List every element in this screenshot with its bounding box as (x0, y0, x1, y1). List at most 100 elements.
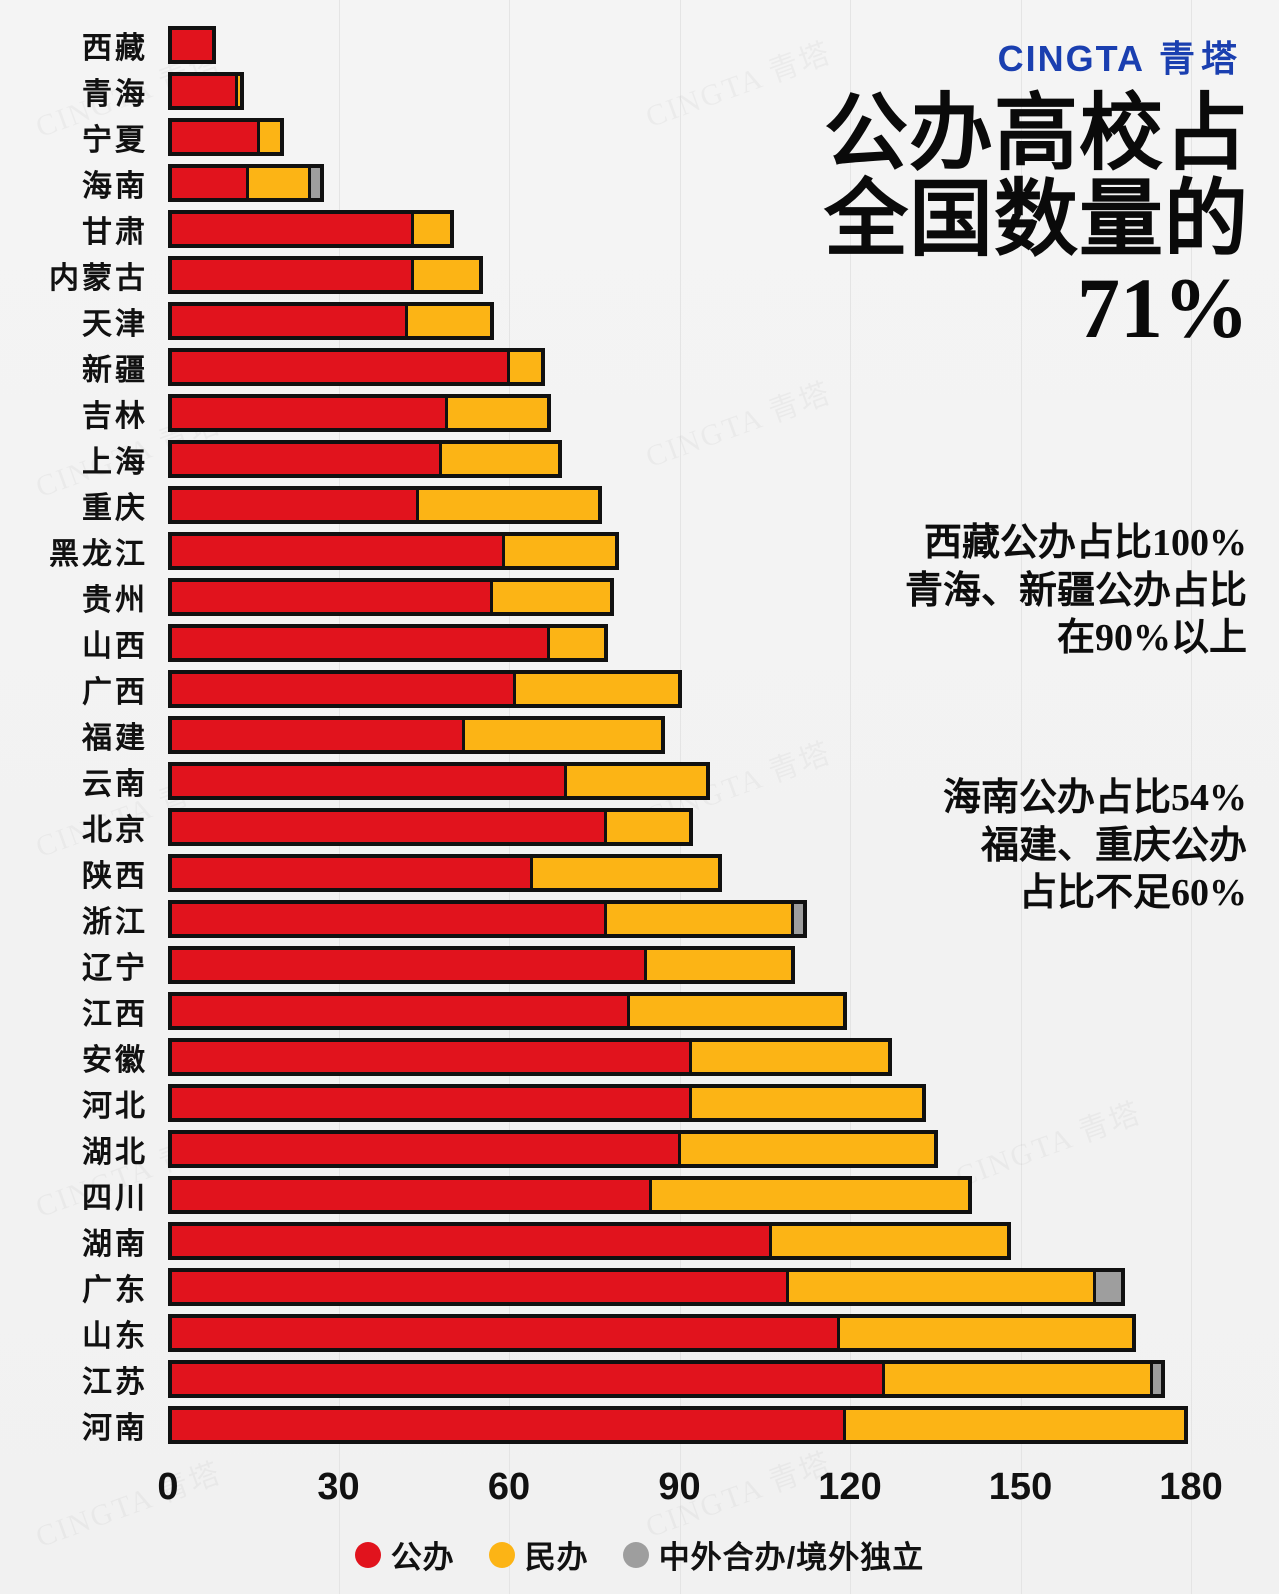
stacked-bar[interactable] (168, 808, 694, 846)
x-axis-tick: 60 (487, 1466, 531, 1508)
bar-segment-pub (172, 260, 411, 290)
headline-line-1: 公办高校占 (823, 88, 1249, 181)
bar-segment-pub (172, 996, 627, 1026)
bar-segment-pub (172, 628, 548, 658)
bar-segment-pub (172, 766, 565, 796)
stacked-bar[interactable] (168, 1268, 1126, 1306)
bar-row-label: 黑龙江 (49, 538, 148, 571)
stacked-bar[interactable] (168, 1038, 893, 1076)
x-axis-tick: 150 (988, 1466, 1053, 1508)
note-2-line-1: 海南公办占比54% (942, 777, 1247, 819)
stacked-bar[interactable] (168, 900, 807, 938)
stacked-bar[interactable] (168, 1360, 1165, 1398)
bar-segment-priv (507, 352, 542, 382)
bar-row-label: 甘肃 (82, 216, 148, 249)
stacked-bar[interactable] (168, 72, 245, 110)
stacked-bar[interactable] (168, 762, 711, 800)
bar-segment-priv (416, 490, 599, 520)
stacked-bar[interactable] (168, 1406, 1188, 1444)
bar-row-label: 广西 (82, 676, 148, 709)
bar-row-label: 四川 (82, 1182, 148, 1215)
stacked-bar[interactable] (168, 1084, 927, 1122)
bar-segment-pub (172, 1410, 843, 1440)
bar-row-label: 宁夏 (82, 124, 148, 157)
bar-row-label: 海南 (82, 170, 148, 203)
stacked-bar[interactable] (168, 486, 603, 524)
bar-segment-priv (234, 76, 241, 106)
legend-label: 公办 (390, 1540, 455, 1575)
stacked-bar[interactable] (168, 1176, 972, 1214)
x-axis-tick: 90 (658, 1466, 701, 1508)
bar-segment-pub (172, 1042, 690, 1072)
x-axis-tick: 120 (818, 1466, 882, 1508)
bar-row-label: 北京 (82, 814, 148, 847)
bar-row-label: 重庆 (82, 492, 148, 525)
stacked-bar[interactable] (168, 716, 665, 754)
legend-label: 中外合办/境外独立 (658, 1540, 925, 1575)
x-axis-tick: 180 (1159, 1466, 1223, 1508)
bar-segment-priv (501, 536, 616, 566)
stacked-bar[interactable] (168, 26, 216, 64)
bar-row-label: 西藏 (82, 32, 148, 65)
stacked-bar[interactable] (168, 118, 284, 156)
bar-segment-intl (1149, 1364, 1161, 1394)
stacked-bar[interactable] (168, 1130, 938, 1168)
bar-segment-priv (410, 260, 479, 290)
bar-row-label: 云南 (82, 768, 148, 801)
bar-segment-pub (172, 1318, 837, 1348)
stacked-bar[interactable] (168, 440, 563, 478)
stacked-bar[interactable] (168, 670, 682, 708)
bar-segment-pub (172, 352, 508, 382)
bar-row-label: 广东 (82, 1274, 148, 1307)
bar-segment-priv (643, 950, 792, 980)
stacked-bar[interactable] (168, 946, 796, 984)
bar-segment-priv (490, 582, 610, 612)
legend-swatch-pub-icon (354, 1541, 381, 1568)
stacked-bar[interactable] (168, 1314, 1137, 1352)
bar-segment-priv (513, 674, 678, 704)
bar-segment-pub (172, 674, 513, 704)
bar-segment-pub (172, 1364, 883, 1394)
bar-segment-pub (172, 812, 604, 842)
stacked-bar[interactable] (168, 164, 324, 202)
bar-segment-intl (1092, 1272, 1122, 1302)
bar-segment-priv (842, 1410, 1184, 1440)
bar-segment-pub (172, 444, 440, 474)
bar-segment-pub (172, 214, 411, 244)
stacked-bar[interactable] (168, 256, 483, 294)
stacked-bar[interactable] (168, 854, 722, 892)
x-axis-tick: 0 (157, 1466, 179, 1508)
note-1-line-3: 在90%以上 (1056, 617, 1247, 659)
stacked-bar[interactable] (168, 1222, 1012, 1260)
bar-segment-pub (172, 1272, 786, 1302)
stacked-bar[interactable] (168, 624, 608, 662)
stacked-bar[interactable] (168, 578, 614, 616)
annotation-note-2: 海南公办占比54% 福建、重庆公办 占比不足60% (727, 775, 1247, 918)
bar-segment-priv (603, 812, 690, 842)
note-1-line-2: 青海、新疆公办占比 (904, 569, 1247, 612)
bar-row-label: 湖北 (82, 1136, 148, 1169)
bar-segment-priv (547, 628, 604, 658)
bar-segment-pub (172, 904, 604, 934)
bar-segment-intl (791, 904, 803, 934)
stacked-bar[interactable] (168, 302, 495, 340)
legend-item-intl[interactable]: 中外合办/境外独立 (622, 1532, 925, 1577)
bar-row-label: 上海 (82, 446, 148, 479)
bar-segment-priv (257, 122, 280, 152)
stacked-bar[interactable] (168, 992, 847, 1030)
legend-item-pub[interactable]: 公办 (354, 1532, 455, 1577)
stacked-bar[interactable] (168, 532, 620, 570)
legend-item-priv[interactable]: 民办 (488, 1532, 589, 1577)
bar-segment-priv (405, 306, 491, 336)
stacked-bar[interactable] (168, 210, 455, 248)
stacked-bar[interactable] (168, 394, 552, 432)
bar-segment-priv (836, 1318, 1133, 1348)
bar-segment-pub (172, 536, 502, 566)
bar-row-label: 山东 (82, 1320, 148, 1353)
brand-logo: CINGTA 青塔 (998, 30, 1243, 82)
stacked-bar[interactable] (168, 348, 546, 386)
bar-row-label: 江苏 (82, 1366, 148, 1399)
bar-segment-pub (172, 76, 235, 106)
bar-segment-priv (444, 398, 548, 428)
